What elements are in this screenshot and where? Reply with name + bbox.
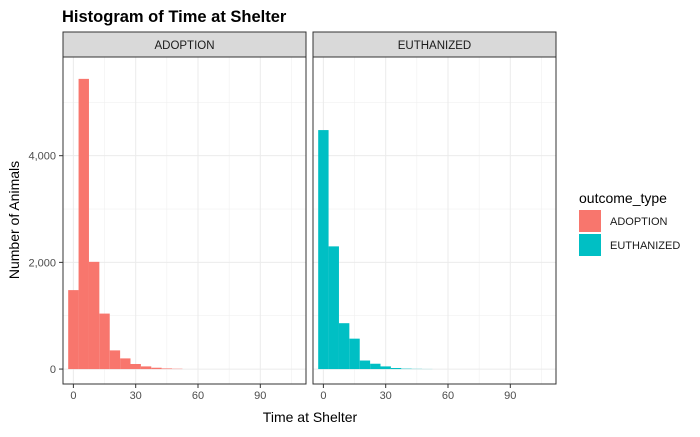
- histogram-bar: [339, 323, 349, 369]
- y-axis-label: Number of Animals: [6, 161, 22, 279]
- histogram-bar: [370, 364, 380, 369]
- y-tick-label: 0: [50, 364, 56, 376]
- legend-swatch: [579, 210, 601, 232]
- legend-entry-label: EUTHANIZED: [610, 240, 680, 252]
- histogram-bar: [151, 368, 161, 369]
- histogram-bar: [329, 246, 339, 369]
- x-tick-label: 0: [320, 390, 326, 402]
- legend-entry-label: ADOPTION: [610, 216, 668, 228]
- legend-title: outcome_type: [579, 190, 667, 206]
- histogram-bar: [381, 366, 391, 369]
- histogram-bar: [120, 358, 130, 369]
- histogram-bar: [131, 364, 141, 369]
- x-tick-label: 90: [254, 390, 266, 402]
- histogram-bar: [141, 366, 151, 369]
- x-tick-label: 30: [380, 390, 392, 402]
- x-tick-label: 90: [504, 390, 516, 402]
- y-tick-label: 4,000: [28, 151, 56, 163]
- facet-panel-euthanized: EUTHANIZED 0 30 60 90: [313, 32, 556, 402]
- histogram-bar: [99, 314, 109, 369]
- legend: outcome_type ADOPTION EUTHANIZED: [579, 190, 680, 256]
- histogram-bar: [391, 368, 401, 369]
- legend-swatch: [579, 234, 601, 256]
- facet-strip-label: EUTHANIZED: [398, 40, 471, 52]
- histogram-bar: [89, 262, 99, 369]
- histogram-bar: [318, 130, 328, 369]
- panel-background: [313, 57, 556, 384]
- y-tick-label: 2,000: [28, 257, 56, 269]
- facet-panel-adoption: ADOPTION 0 30 60 90: [63, 32, 306, 402]
- x-tick-label: 60: [192, 390, 204, 402]
- x-tick-label: 60: [442, 390, 454, 402]
- histogram-bar: [68, 290, 78, 369]
- x-axis-label: Time at Shelter: [263, 409, 358, 425]
- histogram-bar: [110, 350, 120, 369]
- histogram-bar: [349, 339, 359, 369]
- x-tick-label: 30: [130, 390, 142, 402]
- histogram-bar: [162, 368, 172, 369]
- histogram-bar: [79, 79, 89, 369]
- y-axis: 0 2,000 4,000: [28, 151, 63, 376]
- facet-strip-label: ADOPTION: [154, 40, 214, 52]
- x-tick-label: 0: [70, 390, 76, 402]
- histogram-bar: [360, 361, 370, 370]
- chart-title: Histogram of Time at Shelter: [62, 8, 287, 26]
- facet-panels: ADOPTION 0 30 60 90 EUTHANIZED 0 30 60 90: [63, 32, 556, 402]
